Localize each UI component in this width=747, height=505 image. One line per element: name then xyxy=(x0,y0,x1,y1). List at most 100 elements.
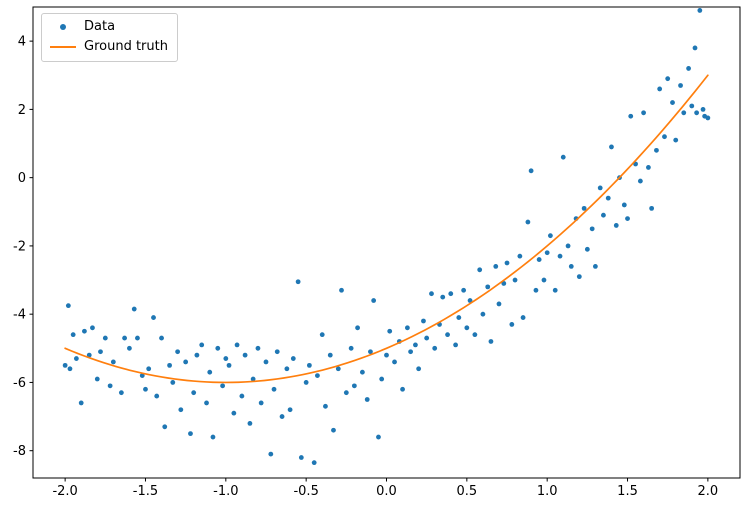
data-point xyxy=(408,349,414,355)
data-point xyxy=(584,246,590,252)
data-point xyxy=(520,315,526,320)
data-point xyxy=(464,325,470,331)
data-point xyxy=(379,376,385,382)
data-point xyxy=(512,277,518,283)
data-point xyxy=(167,362,172,368)
data-point xyxy=(541,277,547,283)
y-tick-label: -4 xyxy=(13,308,26,323)
data-point xyxy=(547,233,553,239)
data-point xyxy=(678,83,683,88)
data-point xyxy=(234,342,240,348)
data-point xyxy=(335,366,341,372)
data-point xyxy=(416,366,422,372)
data-point xyxy=(70,332,76,338)
data-point xyxy=(432,345,438,351)
data-point xyxy=(351,383,357,389)
x-tick-label: -0.5 xyxy=(293,484,318,499)
data-point xyxy=(557,253,563,259)
x-tick-label: 2.0 xyxy=(698,484,719,499)
data-point xyxy=(255,345,261,351)
data-point xyxy=(609,144,614,150)
data-point xyxy=(448,291,454,297)
data-point xyxy=(242,352,248,358)
data-point xyxy=(589,226,595,232)
data-point xyxy=(480,311,486,317)
data-point xyxy=(649,205,655,211)
data-point xyxy=(247,420,253,426)
data-point xyxy=(477,267,483,273)
data-point xyxy=(621,202,627,208)
legend-handle xyxy=(50,46,76,48)
data-point xyxy=(274,349,280,355)
data-point xyxy=(536,257,542,262)
ground-truth-curve xyxy=(64,74,709,384)
data-point xyxy=(263,359,269,365)
data-point xyxy=(135,335,140,341)
data-point xyxy=(665,76,671,82)
data-point xyxy=(355,325,360,331)
legend-item-ground-truth: Ground truth xyxy=(50,39,168,55)
legend-label-data: Data xyxy=(84,19,116,34)
data-point xyxy=(303,380,309,385)
data-point xyxy=(488,339,494,344)
data-point xyxy=(689,103,695,109)
data-point xyxy=(592,263,598,269)
data-point xyxy=(413,342,418,348)
x-tick-label: -2.0 xyxy=(52,484,77,499)
data-point xyxy=(62,362,68,368)
data-point xyxy=(613,223,619,228)
data-point xyxy=(504,260,510,266)
data-point xyxy=(384,352,389,358)
data-point xyxy=(331,427,336,433)
data-point xyxy=(581,205,587,211)
data-point xyxy=(239,393,245,399)
data-point xyxy=(576,274,582,280)
data-point xyxy=(250,376,256,382)
data-point xyxy=(705,115,711,121)
data-point xyxy=(368,349,373,355)
data-point xyxy=(509,322,515,327)
data-point xyxy=(162,424,168,430)
data-point xyxy=(290,356,296,361)
data-point xyxy=(597,185,603,191)
x-tick-label: -1.5 xyxy=(133,484,158,499)
data-point xyxy=(279,414,285,419)
data-point xyxy=(110,359,116,365)
data-point xyxy=(605,195,611,201)
data-point xyxy=(194,352,200,358)
y-tick-label: 2 xyxy=(18,103,26,118)
data-point xyxy=(670,100,675,105)
data-point xyxy=(271,386,277,392)
data-point xyxy=(364,397,370,402)
data-point xyxy=(692,45,698,51)
data-point xyxy=(175,349,181,355)
data-point xyxy=(485,284,491,290)
data-point xyxy=(226,362,232,368)
data-point xyxy=(65,303,71,309)
data-point xyxy=(210,434,216,440)
data-point xyxy=(107,383,113,389)
legend-label-ground-truth: Ground truth xyxy=(84,39,168,54)
data-point xyxy=(461,287,467,293)
data-point xyxy=(456,315,462,320)
data-point xyxy=(287,407,293,413)
data-point xyxy=(199,342,205,348)
data-point xyxy=(467,298,473,303)
data-point xyxy=(496,301,502,307)
data-point xyxy=(657,86,663,92)
data-point xyxy=(421,318,426,324)
data-point xyxy=(319,332,325,338)
axes-spines xyxy=(32,6,741,479)
data-point xyxy=(146,366,152,372)
data-point xyxy=(654,147,659,153)
data-point xyxy=(295,279,301,285)
data-point xyxy=(646,165,651,170)
x-tick-label: 1.5 xyxy=(617,484,638,499)
data-point xyxy=(188,431,193,437)
data-point xyxy=(204,400,209,406)
data-point xyxy=(501,281,507,286)
data-point xyxy=(139,373,145,379)
y-tick-label: -2 xyxy=(13,239,26,254)
data-point xyxy=(700,106,706,112)
data-point xyxy=(151,315,156,320)
